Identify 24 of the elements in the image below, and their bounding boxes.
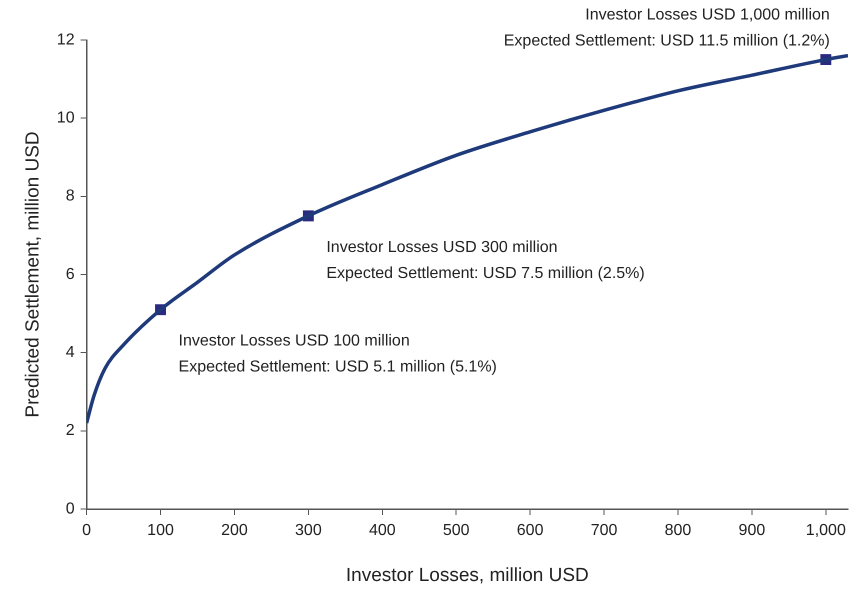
annotation: Investor Losses USD 100 million Expected Settlement: USD 5.1 million (5.1%) [178,332,497,376]
x-tick-label: 0 [82,522,92,540]
annotation: Investor Losses USD 1,000 million Expected Settlement: USD 11.5 million (1.2%) [504,6,830,50]
y-tick-label: 0 [66,500,75,518]
x-tick-label: 300 [295,522,322,540]
x-tick-label: 200 [221,522,248,540]
line-series [86,54,848,425]
x-tick-label: 600 [516,522,544,540]
y-tick-label: 6 [66,266,75,283]
y-tick-label: 8 [66,188,75,205]
y-axis-title: Predicted Settlement, million USD [22,131,44,418]
y-tick-label: 2 [66,422,75,440]
annotation: Investor Losses USD 300 million Expected Settlement: USD 7.5 million (2.5%) [326,238,645,282]
y-tick-label: 4 [66,344,75,362]
x-axis-title: Investor Losses, million USD [346,564,589,586]
y-tick-label: 12 [56,31,75,48]
x-tick-label: 500 [442,522,470,540]
x-tick-label: 800 [664,522,692,540]
y-tick-label: 10 [56,110,75,127]
x-tick-label: 400 [368,522,396,540]
x-tick-label: 100 [147,522,174,540]
x-tick-label: 1,000 [806,522,846,540]
x-tick-label: 700 [590,522,618,540]
x-tick-label: 900 [738,522,766,540]
